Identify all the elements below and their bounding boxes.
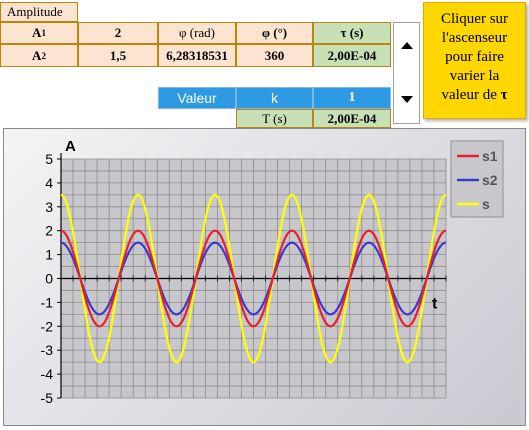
y-tick-label: 4 <box>45 175 53 191</box>
phi-rad-header: φ (rad) <box>158 22 236 44</box>
y-tick-label: -5 <box>41 390 54 406</box>
legend-label-s1: s1 <box>482 148 498 164</box>
y-tick-label: -3 <box>41 342 54 358</box>
phi-deg-header: φ (°) <box>236 22 313 44</box>
y-tick-labels: 5 4 3 2 1 0 -1 -2 -3 -4 -5 <box>41 151 54 406</box>
T-value: 2,00E-04 <box>313 109 391 128</box>
tau-value: 2,00E-04 <box>313 44 391 67</box>
tau-scrollbar[interactable] <box>393 22 420 124</box>
y-tick-label: 1 <box>45 247 53 263</box>
series-line-s2 <box>60 241 447 316</box>
instruction-note: Cliquer sur l'ascenseur pour faire varie… <box>423 2 526 119</box>
T-label: T (s) <box>236 109 313 128</box>
y-axis-label: A <box>65 138 76 155</box>
y-tick-label: 0 <box>45 271 53 287</box>
legend: s1 s2 s <box>450 140 504 218</box>
scroll-up-arrow-icon[interactable] <box>401 42 413 49</box>
amplitude-header: Amplitude <box>0 2 78 22</box>
x-axis-label: t <box>432 296 438 313</box>
chart-svg: 5 4 3 2 1 0 -1 -2 -3 -4 -5 A t s1 s2 s <box>41 138 504 406</box>
series-lines <box>60 193 447 364</box>
y-tick-label: 5 <box>45 151 53 167</box>
k-label: k <box>236 87 313 109</box>
y-tick-label: 2 <box>45 223 53 239</box>
y-tick-label: -4 <box>41 366 54 382</box>
y-tick-label: -2 <box>41 318 54 334</box>
a2-value-cell: 1,5 <box>78 44 158 67</box>
legend-label-s2: s2 <box>482 172 498 188</box>
phi-deg-value: 360 <box>236 44 313 67</box>
series-line-s <box>60 193 447 364</box>
scroll-down-arrow-icon[interactable] <box>401 96 413 103</box>
y-tick-label: 3 <box>45 199 53 215</box>
valeur-label: Valeur <box>158 87 236 109</box>
legend-label-s: s <box>482 196 490 212</box>
series-line-s1 <box>60 229 447 328</box>
k-value: 1 <box>313 87 391 109</box>
tau-header: τ (s) <box>313 22 391 44</box>
y-tick-label: -1 <box>41 294 54 310</box>
phi-rad-value: 6,28318531 <box>158 44 236 67</box>
signal-chart: 5 4 3 2 1 0 -1 -2 -3 -4 -5 A t s1 s2 s <box>3 128 526 426</box>
a1-value-cell: 2 <box>78 22 158 44</box>
